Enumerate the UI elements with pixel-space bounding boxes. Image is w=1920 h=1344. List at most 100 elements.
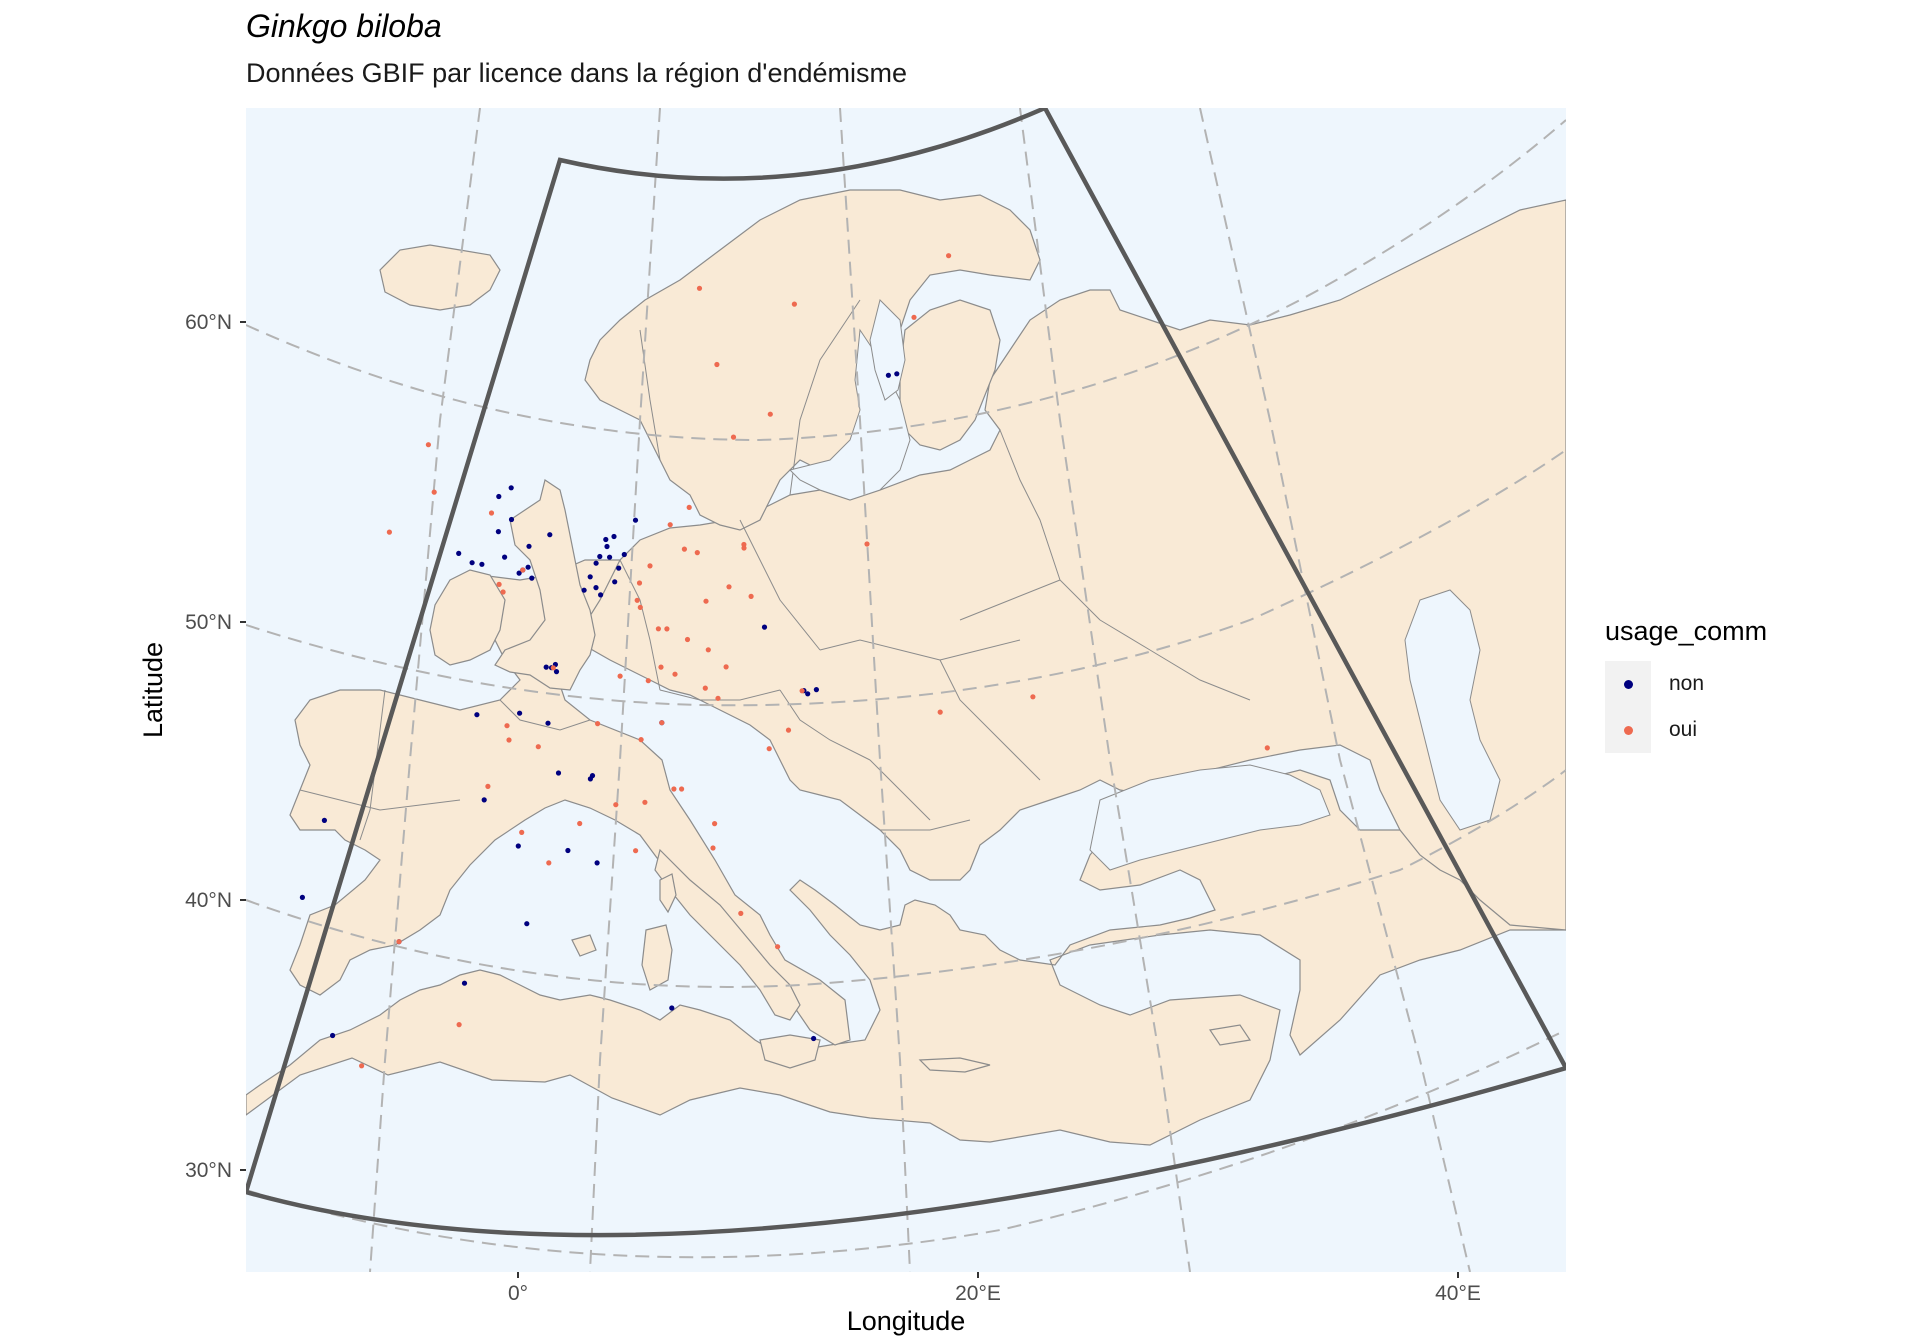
occurrence-point-non (545, 720, 551, 726)
occurrence-point-oui (638, 737, 644, 743)
occurrence-point-oui (738, 910, 744, 917)
occurrence-point-non (330, 1032, 336, 1039)
occurrence-point-non (515, 843, 521, 849)
occurrence-point-non (761, 624, 768, 630)
occurrence-point-non (547, 532, 553, 538)
occurrence-point-non (456, 550, 462, 557)
legend-dot-non (1623, 679, 1633, 689)
occurrence-point-non (598, 592, 604, 598)
occurrence-point-non (587, 574, 593, 580)
occurrence-point-non (565, 847, 571, 854)
occurrence-point-oui (504, 723, 510, 729)
occurrence-point-non (461, 980, 468, 986)
axis-ticks (240, 321, 1459, 1278)
occurrence-point-non (469, 560, 475, 566)
occurrence-point-non (811, 1035, 817, 1042)
occurrence-point-oui (655, 626, 662, 632)
occurrence-point-non (593, 560, 599, 566)
occurrence-point-non (524, 921, 530, 927)
land-iceland (379, 244, 501, 311)
occurrence-point-oui (679, 786, 685, 792)
occurrence-point-oui (634, 597, 640, 603)
occurrence-point-oui (431, 489, 437, 495)
occurrence-point-non (607, 554, 613, 560)
occurrence-point-oui (686, 504, 692, 510)
occurrence-point-oui (1264, 745, 1270, 751)
occurrence-point-oui (647, 563, 653, 569)
occurrence-point-non (632, 517, 639, 523)
occurrence-point-non (813, 687, 820, 693)
occurrence-point-non (508, 516, 515, 523)
chart-subtitle: Données GBIF par licence dans la région … (246, 58, 908, 88)
occurrence-point-non (508, 485, 514, 491)
occurrence-point-non (529, 575, 535, 581)
occurrence-point-oui (766, 746, 772, 752)
legend-label-non: non (1669, 672, 1705, 695)
land-corsica (659, 873, 677, 914)
occurrence-point-non (885, 372, 892, 378)
occurrence-point-oui (546, 860, 552, 866)
occurrence-point-oui (645, 678, 651, 684)
land-cyprus (1208, 1024, 1252, 1046)
legend-label-oui: oui (1669, 718, 1698, 741)
occurrence-point-oui (714, 361, 720, 368)
occurrence-point-non (525, 564, 531, 570)
occurrence-point-oui (664, 626, 670, 632)
occurrence-point-oui (386, 529, 392, 535)
map-panel (246, 108, 1566, 1272)
occurrence-point-oui (715, 695, 721, 701)
occurrence-point-oui (703, 598, 709, 604)
occurrence-point-oui (488, 510, 495, 516)
occurrence-point-oui (946, 253, 952, 259)
occurrence-point-non (495, 529, 501, 535)
occurrence-point-non (553, 669, 560, 675)
occurrence-point-non (299, 894, 305, 901)
occurrence-point-oui (425, 442, 431, 448)
occurrence-point-oui (791, 301, 798, 307)
occurrence-point-oui (550, 665, 556, 671)
occurrence-point-oui (799, 688, 805, 694)
occurrence-point-non (589, 773, 596, 779)
y-tick-60: 60°N (185, 311, 232, 334)
occurrence-point-oui (595, 721, 601, 727)
legend-key-non (1605, 661, 1651, 707)
occurrence-point-oui (696, 285, 703, 291)
occurrence-point-non (603, 536, 609, 543)
y-tick-30: 30°N (185, 1159, 232, 1182)
occurrence-point-oui (911, 314, 917, 320)
land-mallorca (571, 934, 597, 957)
chart-title: Ginkgo biloba (246, 8, 442, 44)
occurrence-point-oui (613, 802, 619, 808)
x-tick-20e: 20°E (955, 1282, 1001, 1305)
country-borders (299, 299, 1251, 841)
y-tick-40: 40°N (185, 889, 232, 912)
occurrence-point-oui (726, 584, 732, 590)
occurrence-point-oui (730, 434, 737, 440)
land-italy (654, 848, 801, 1021)
occurrence-point-oui (712, 821, 718, 827)
occurrence-point-non (597, 553, 603, 560)
occurrence-point-non (593, 585, 599, 591)
land-sicily (759, 1034, 821, 1069)
occurrence-point-oui (684, 636, 691, 643)
occurrence-point-oui (671, 786, 677, 792)
occurrence-point-oui (520, 567, 526, 573)
occurrence-point-non (526, 543, 532, 549)
x-tick-40e: 40°E (1435, 1282, 1481, 1305)
occurrence-point-oui (710, 845, 716, 851)
occurrence-point-oui (681, 546, 688, 552)
occurrence-point-oui (577, 820, 583, 827)
occurrence-point-oui (741, 545, 747, 551)
occurrence-point-non (321, 817, 327, 824)
occurrence-point-oui (775, 944, 781, 950)
occurrence-point-non (604, 543, 610, 550)
occurrence-point-non (594, 860, 600, 866)
occurrence-point-non (621, 551, 627, 558)
occurrence-point-non (894, 371, 900, 377)
inner-seas (789, 299, 1501, 871)
graticule (246, 108, 1566, 1272)
occurrence-point-oui (694, 550, 700, 556)
occurrence-point-oui (359, 1063, 365, 1069)
x-tick-0: 0° (508, 1282, 528, 1305)
legend-dot-oui (1623, 725, 1633, 735)
